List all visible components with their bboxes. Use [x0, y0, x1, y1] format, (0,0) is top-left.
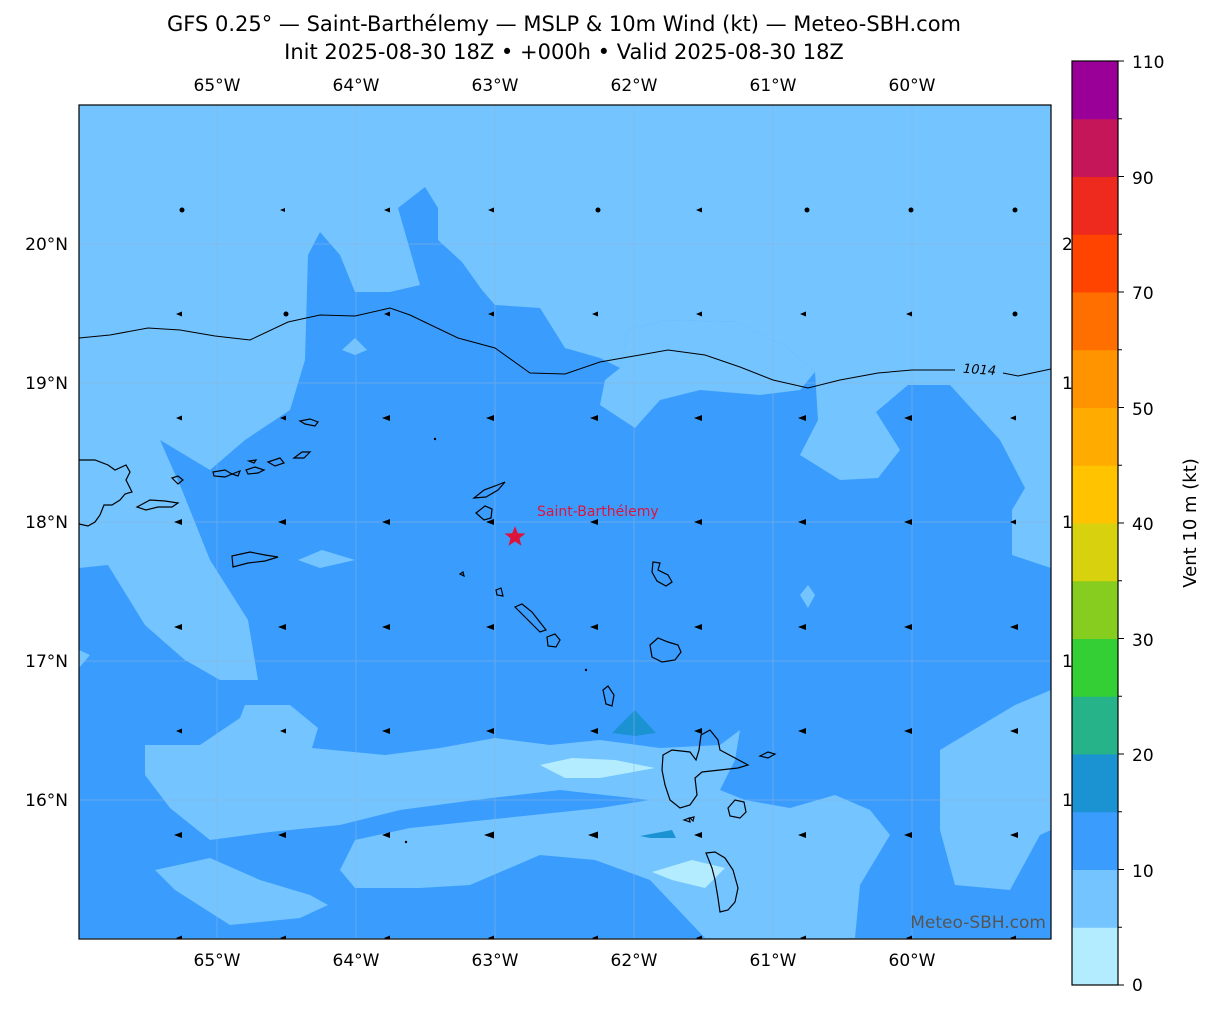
- island-st-croix: [231, 551, 279, 568]
- island-st-john: [230, 469, 242, 477]
- lon-label: 62°W: [611, 76, 658, 96]
- lat-label: 18°N: [25, 513, 68, 533]
- colorbar-band: [1072, 638, 1118, 697]
- island-bvi-a: [246, 459, 258, 464]
- colorbar: [1071, 60, 1124, 986]
- saint-barthelemy-label: Saint-Barthélemy: [537, 504, 659, 520]
- colorbar-tick-label: 90: [1132, 169, 1154, 189]
- island-montserrat: [602, 685, 615, 707]
- island-virgin-gorda: [292, 451, 312, 459]
- island-antigua: [649, 637, 682, 663]
- isobar-label: 1014: [962, 362, 996, 379]
- lat-label: 20°N: [25, 235, 68, 255]
- lon-label: 61°W: [750, 951, 797, 971]
- colorbar-band: [1072, 754, 1118, 813]
- island-st-thomas: [212, 469, 234, 478]
- colorbar-band: [1072, 407, 1118, 466]
- lon-labels-top: 65°W 64°W 63°W 62°W 61°W 60°W: [194, 76, 936, 96]
- wind-pocket-d: [298, 550, 355, 568]
- map-panel: 1014: [79, 105, 1051, 939]
- colorbar-tick-label: 30: [1132, 631, 1154, 651]
- island-barbuda: [651, 561, 673, 587]
- colorbar-band: [1072, 580, 1118, 639]
- island-st-kitts: [513, 603, 547, 633]
- wind-belt-southwest: [155, 858, 328, 925]
- calm-pocket-a: [540, 758, 655, 778]
- island-nevis: [546, 633, 561, 648]
- colorbar-tick-label: 70: [1132, 284, 1154, 304]
- isobar-1014: [79, 307, 955, 389]
- island-la-desirade: [758, 751, 777, 759]
- island-les-saintes: [682, 816, 695, 823]
- colorbar-band: [1072, 234, 1118, 293]
- strong-pocket-b: [640, 830, 676, 838]
- lon-label: 60°W: [889, 76, 936, 96]
- colorbar-frame: [1071, 60, 1119, 986]
- colorbar-tick-labels: 0 10 20 30 40 50 70 90 110: [1132, 53, 1164, 996]
- title-line-2: Init 2025-08-30 18Z • +000h • Valid 2025…: [284, 40, 844, 64]
- colorbar-band: [1072, 292, 1118, 351]
- colorbar-band: [1072, 61, 1118, 120]
- wind-barbs: [174, 207, 1018, 939]
- colorbar-tick-label: 50: [1132, 400, 1154, 420]
- saint-barthelemy-marker: [504, 526, 526, 546]
- lon-label: 60°W: [889, 951, 936, 971]
- lon-label: 64°W: [333, 951, 380, 971]
- lon-label: 65°W: [194, 76, 241, 96]
- colorbar-tick-label: 20: [1132, 746, 1154, 766]
- colorbar-band: [1072, 523, 1118, 582]
- colorbar-band: [1072, 869, 1118, 928]
- island-dominica: [705, 851, 739, 913]
- wind-pocket-a: [79, 440, 258, 680]
- island-guadeloupe: [661, 729, 750, 809]
- isobar-1014-tail: [1002, 368, 1051, 377]
- lat-label: 16°N: [25, 791, 68, 811]
- wind-pocket-c: [342, 338, 367, 355]
- lat-labels-left: 20°N 19°N 18°N 17°N 16°N: [25, 235, 68, 811]
- wind-pocket-e: [800, 585, 815, 608]
- colorbar-band: [1072, 696, 1118, 755]
- island-puerto-rico-east: [79, 459, 133, 527]
- lat-label: 17°N: [25, 652, 68, 672]
- island-tortola: [245, 466, 266, 475]
- colorbar-band: [1072, 811, 1118, 870]
- island-marie-galante: [727, 799, 747, 819]
- island-bvi-b: [266, 457, 286, 467]
- lon-label: 65°W: [194, 951, 241, 971]
- colorbar-tick-label: 110: [1132, 53, 1164, 73]
- island-anguilla: [472, 481, 506, 499]
- colorbar-band: [1072, 927, 1118, 986]
- wind-pocket-b: [172, 332, 230, 420]
- title-line-1: GFS 0.25° — Saint-Barthélemy — MSLP & 10…: [166, 12, 962, 36]
- colorbar-tick-label: 40: [1132, 515, 1154, 535]
- lon-label: 64°W: [333, 76, 380, 96]
- island-anegada: [298, 418, 319, 427]
- island-saba: [458, 571, 465, 578]
- lon-label: 61°W: [750, 76, 797, 96]
- lat-label: 19°N: [25, 374, 68, 394]
- lon-labels-bottom: 65°W 64°W 63°W 62°W 61°W 60°W: [194, 951, 936, 971]
- lon-label: 63°W: [472, 76, 519, 96]
- lon-label: 62°W: [611, 951, 658, 971]
- coastlines: [79, 418, 777, 913]
- colorbar-tick-label: 10: [1132, 862, 1154, 882]
- calm-pocket-b: [652, 860, 725, 888]
- lon-label: 63°W: [472, 951, 519, 971]
- watermark: Meteo-SBH.com: [910, 913, 1046, 933]
- colorbar-band: [1072, 465, 1118, 524]
- island-st-eustatius: [495, 587, 504, 597]
- colorbar-band: [1072, 118, 1118, 177]
- island-culebra: [170, 475, 184, 485]
- island-vieques: [135, 499, 180, 511]
- colorbar-band: [1072, 176, 1118, 235]
- island-saint-martin: [475, 505, 493, 521]
- colorbar-band: [1072, 349, 1118, 408]
- map-frame: [78, 104, 1052, 940]
- wind-pocket-f: [600, 320, 815, 428]
- colorbar-tick-label: 0: [1132, 976, 1143, 996]
- colorbar-label: Vent 10 m (kt): [1180, 458, 1201, 588]
